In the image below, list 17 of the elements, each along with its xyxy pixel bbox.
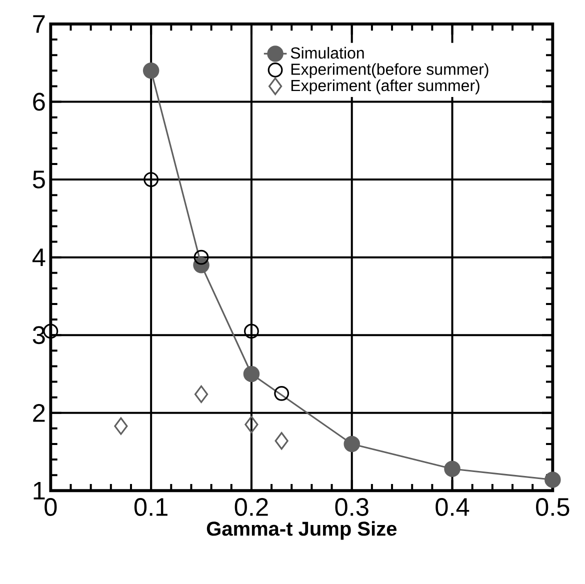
x-tick-label: 0.3: [335, 498, 368, 516]
x-axis-title: Gamma-t Jump Size: [206, 521, 397, 540]
y-tick-label: 2: [33, 404, 45, 422]
x-tick-label: 0.2: [234, 498, 268, 516]
x-tick-label: 0.1: [134, 498, 168, 516]
x-tick-label: 0: [44, 498, 57, 516]
y-tick-label: 3: [32, 326, 45, 344]
y-tick-label: 1: [34, 482, 45, 500]
legend-label: Experiment(before summer): [291, 63, 488, 78]
x-tick-label: 0.4: [436, 498, 470, 516]
y-tick-label: 5: [32, 170, 45, 188]
legend-label: Experiment (after summer): [291, 79, 480, 94]
x-tick-label: 0.5: [536, 498, 570, 516]
y-tick-label: 6: [33, 92, 45, 111]
legend-label: Simulation: [290, 46, 364, 59]
y-tick-label: 4: [32, 248, 46, 266]
y-tick-label: 7: [33, 15, 45, 33]
